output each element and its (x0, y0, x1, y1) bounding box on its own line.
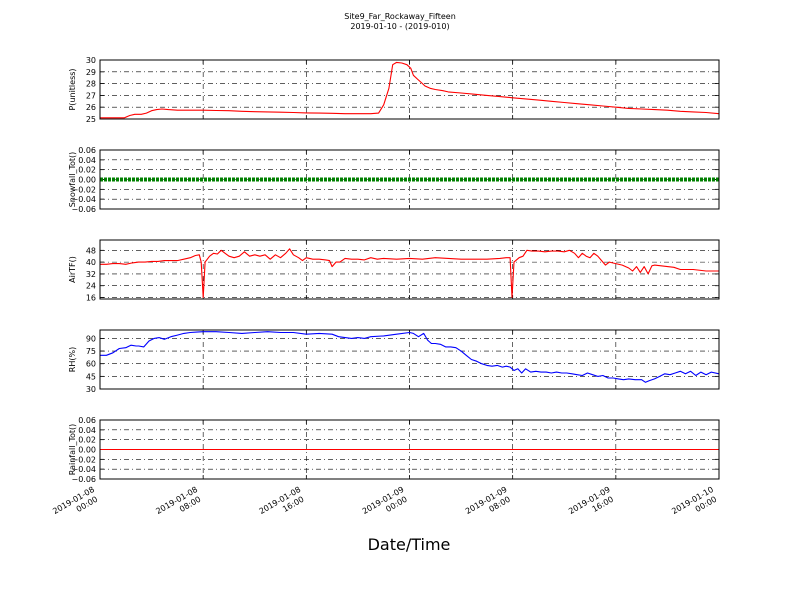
y-tick-label: −0.04 (71, 465, 96, 474)
x-tick-label: 2019-01-1000:00 (670, 485, 720, 525)
panel-frame (99, 419, 720, 480)
y-tick-label: 40 (86, 258, 96, 267)
x-tick-labels: 2019-01-0800:00 2019-01-0808:00 2019-01-08… (51, 485, 720, 525)
x-tick-label: 2019-01-0808:00 (154, 485, 204, 525)
y-tick-label: 0.02 (78, 436, 96, 445)
chart-title: Site9_Far_Rockaway_Fifteen (344, 12, 456, 21)
y-tick-label: −0.06 (71, 205, 96, 214)
chart-subtitle: 2019-01-10 - (2019-010) (350, 22, 449, 31)
panel-frame (99, 59, 720, 120)
y-tick-label: 30 (86, 56, 96, 65)
x-axis-label: Date/Time (368, 535, 451, 554)
panel-frame (99, 329, 720, 390)
x-tick-label: 2019-01-0816:00 (258, 485, 308, 525)
y-tick-label: 75 (86, 347, 96, 356)
y-tick-label: 28 (86, 80, 96, 89)
y-tick-label: −0.04 (71, 195, 96, 204)
panel-frame (99, 149, 720, 210)
y-tick-label: 90 (86, 334, 96, 343)
y-tick-label: 48 (86, 246, 96, 255)
y-tick-label: 45 (86, 372, 96, 381)
y-tick-label: 16 (86, 294, 96, 303)
y-tick-label: 0.00 (78, 176, 96, 185)
y-axis-label: Snowfall_Tot() (68, 152, 77, 208)
y-tick-label: −0.06 (71, 475, 96, 484)
panel-frame (99, 239, 720, 300)
y-tick-label: 0.06 (78, 146, 96, 155)
y-tick-label: −0.02 (71, 455, 96, 464)
y-tick-label: 30 (86, 385, 96, 394)
y-tick-label: 0.04 (78, 426, 96, 435)
y-tick-label: 0.00 (78, 446, 96, 455)
y-tick-label: 32 (86, 270, 96, 279)
series-line (100, 248, 719, 299)
y-tick-label: 29 (86, 68, 96, 77)
y-tick-label: 25 (86, 115, 96, 124)
y-tick-label: −0.02 (71, 185, 96, 194)
y-axis-label: AirTF() (68, 256, 77, 283)
x-tick-label: 2019-01-0900:00 (361, 485, 411, 525)
panel-5: −0.06−0.04−0.020.000.020.040.06Rainfall_… (68, 416, 720, 484)
series-line (100, 61, 720, 119)
panel-3: 16 24 32 40 48 AirTF() (68, 239, 720, 303)
x-tick-label: 2019-01-0908:00 (464, 485, 514, 525)
panel-2: −0.06−0.04−0.020.000.020.040.06Snowfall_… (68, 146, 720, 214)
y-axis-label: RH(%) (68, 347, 77, 372)
y-tick-label: 0.06 (78, 416, 96, 425)
y-axis-label: P(unitless) (68, 68, 77, 110)
panel-1: 25 26 27 28 29 30 P(unitless) (68, 56, 720, 124)
y-tick-label: 24 (86, 282, 96, 291)
y-tick-label: 60 (86, 360, 96, 369)
x-tick-label: 2019-01-0800:00 (51, 485, 101, 525)
y-tick-label: 0.04 (78, 156, 96, 165)
chart-panels: 252627282930P(unitless)−0.06−0.04−0.020.… (51, 56, 720, 525)
y-axis-label: Rainfall_Tot() (68, 424, 77, 476)
y-tick-label: 0.02 (78, 166, 96, 175)
x-tick-label: 2019-01-0916:00 (567, 485, 617, 525)
y-tick-label: 27 (86, 91, 96, 100)
y-tick-label: 26 (86, 103, 96, 112)
series-line (100, 331, 720, 383)
panel-4: 30 45 60 75 90 RH(%) (68, 329, 720, 394)
